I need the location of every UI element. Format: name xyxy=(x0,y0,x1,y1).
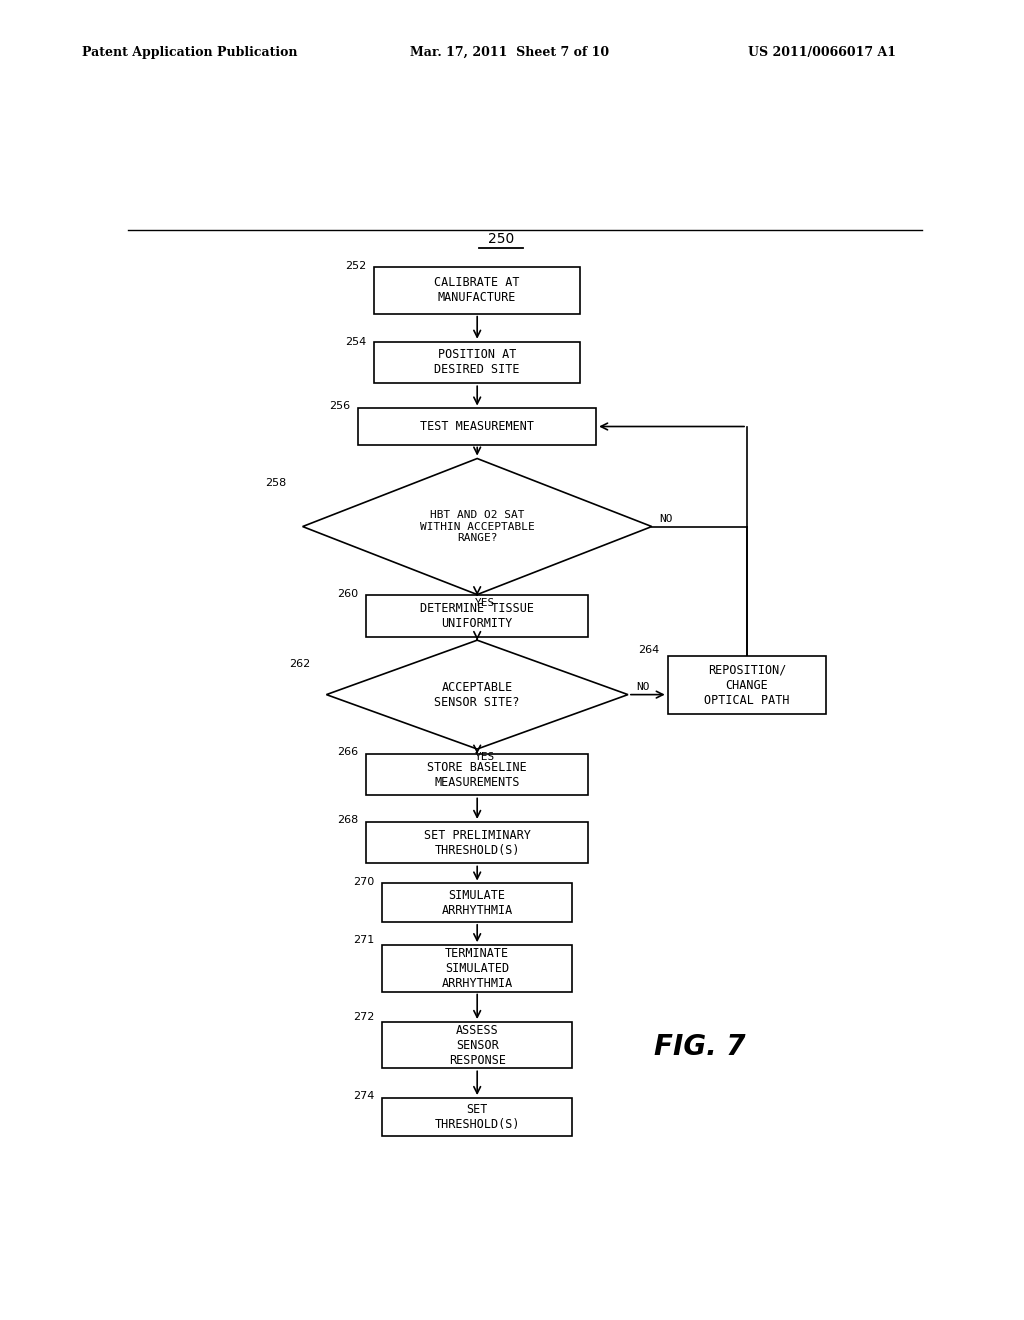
FancyBboxPatch shape xyxy=(374,267,581,314)
Text: 256: 256 xyxy=(329,401,350,412)
Polygon shape xyxy=(303,458,652,594)
Text: DETERMINE TISSUE
UNIFORMITY: DETERMINE TISSUE UNIFORMITY xyxy=(420,602,535,630)
Text: ACCEPTABLE
SENSOR SITE?: ACCEPTABLE SENSOR SITE? xyxy=(434,681,520,709)
FancyBboxPatch shape xyxy=(358,408,596,445)
Text: Patent Application Publication: Patent Application Publication xyxy=(82,46,297,59)
Text: 272: 272 xyxy=(352,1012,374,1022)
Text: TERMINATE
SIMULATED
ARRHYTHMIA: TERMINATE SIMULATED ARRHYTHMIA xyxy=(441,946,513,990)
FancyBboxPatch shape xyxy=(367,754,588,796)
FancyBboxPatch shape xyxy=(382,1098,572,1137)
FancyBboxPatch shape xyxy=(367,822,588,863)
FancyBboxPatch shape xyxy=(668,656,826,714)
Text: 250: 250 xyxy=(487,232,514,247)
Text: US 2011/0066017 A1: US 2011/0066017 A1 xyxy=(748,46,896,59)
Text: TEST MEASUREMENT: TEST MEASUREMENT xyxy=(420,420,535,433)
Text: NO: NO xyxy=(636,681,649,692)
Text: HBT AND O2 SAT
WITHIN ACCEPTABLE
RANGE?: HBT AND O2 SAT WITHIN ACCEPTABLE RANGE? xyxy=(420,510,535,543)
Text: YES: YES xyxy=(475,598,496,607)
Text: YES: YES xyxy=(475,752,496,762)
Text: Mar. 17, 2011  Sheet 7 of 10: Mar. 17, 2011 Sheet 7 of 10 xyxy=(410,46,608,59)
Text: 266: 266 xyxy=(337,747,358,758)
FancyBboxPatch shape xyxy=(367,595,588,638)
FancyBboxPatch shape xyxy=(382,945,572,991)
Text: SIMULATE
ARRHYTHMIA: SIMULATE ARRHYTHMIA xyxy=(441,888,513,916)
Text: ASSESS
SENSOR
RESPONSE: ASSESS SENSOR RESPONSE xyxy=(449,1023,506,1067)
Text: STORE BASELINE
MEASUREMENTS: STORE BASELINE MEASUREMENTS xyxy=(427,760,527,788)
Text: 271: 271 xyxy=(352,936,374,945)
Text: 252: 252 xyxy=(345,261,367,272)
Text: 260: 260 xyxy=(337,589,358,599)
Text: FIG. 7: FIG. 7 xyxy=(653,1032,745,1061)
Text: 258: 258 xyxy=(265,478,287,487)
Polygon shape xyxy=(327,640,628,748)
Text: CALIBRATE AT
MANUFACTURE: CALIBRATE AT MANUFACTURE xyxy=(434,276,520,305)
Text: 274: 274 xyxy=(352,1092,374,1101)
Text: 262: 262 xyxy=(289,659,310,669)
FancyBboxPatch shape xyxy=(374,342,581,383)
FancyBboxPatch shape xyxy=(382,883,572,921)
Text: 268: 268 xyxy=(337,816,358,825)
Text: 264: 264 xyxy=(638,644,659,655)
Text: NO: NO xyxy=(659,513,673,524)
Text: SET
THRESHOLD(S): SET THRESHOLD(S) xyxy=(434,1104,520,1131)
Text: 270: 270 xyxy=(352,876,374,887)
FancyBboxPatch shape xyxy=(382,1022,572,1068)
Text: 254: 254 xyxy=(345,338,367,347)
Text: REPOSITION/
CHANGE
OPTICAL PATH: REPOSITION/ CHANGE OPTICAL PATH xyxy=(705,664,790,706)
Text: POSITION AT
DESIRED SITE: POSITION AT DESIRED SITE xyxy=(434,348,520,376)
Text: SET PRELIMINARY
THRESHOLD(S): SET PRELIMINARY THRESHOLD(S) xyxy=(424,829,530,857)
